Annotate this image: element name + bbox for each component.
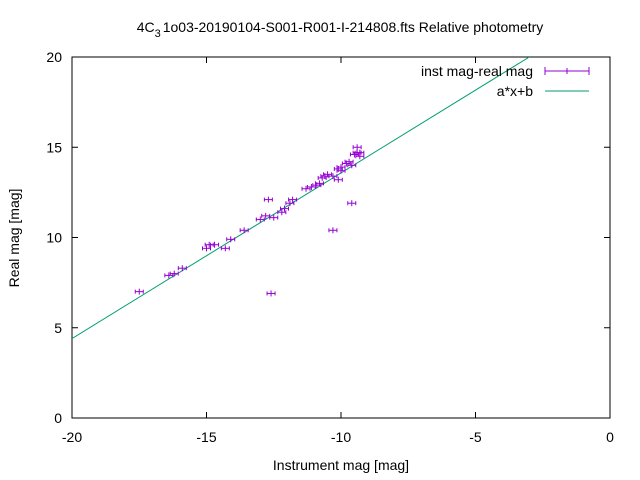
data-point: [177, 265, 187, 272]
data-point: [336, 167, 346, 174]
data-point: [314, 180, 324, 187]
data-point: [333, 176, 343, 183]
y-tick-label: 15: [46, 139, 62, 155]
y-axis-label: Real mag [mag]: [6, 189, 22, 288]
fit-line: [72, 57, 530, 340]
data-point: [220, 245, 230, 252]
data-point: [285, 200, 295, 207]
y-tick-label: 0: [54, 410, 62, 426]
data-point: [355, 153, 365, 160]
axis-ticks: [71, 56, 611, 419]
data-point: [202, 245, 211, 252]
data-point: [266, 290, 276, 297]
y-tick-label: 5: [54, 320, 62, 336]
x-tick-label: -15: [196, 429, 216, 445]
data-point: [169, 270, 179, 277]
data-point: [347, 200, 357, 207]
x-tick-label: 0: [606, 429, 614, 445]
data-point: [328, 173, 338, 180]
x-tick-label: -20: [62, 429, 82, 445]
data-point: [328, 227, 338, 234]
x-axis-label: Instrument mag [mag]: [273, 457, 409, 473]
data-point: [355, 149, 365, 156]
data-point: [280, 205, 290, 212]
data-point: [261, 212, 271, 219]
plot-frame: [71, 56, 611, 419]
data-point: [134, 288, 144, 295]
y-tick-label: 10: [46, 230, 62, 246]
legend-label-inst-mag: inst mag-real mag: [421, 63, 533, 79]
fit-line-layer: [72, 57, 530, 340]
data-point: [288, 196, 298, 203]
data-point: [344, 158, 354, 165]
data-point: [269, 214, 279, 221]
data-point: [239, 227, 249, 234]
data-point: [210, 241, 220, 248]
data-point: [352, 144, 362, 151]
data-points-layer: [134, 144, 365, 297]
x-tick-label: -5: [469, 429, 482, 445]
y-tick-label: 20: [46, 49, 62, 65]
chart-title: 4C3 1o03-20190104-S001-R001-I-214808.fts …: [137, 19, 544, 40]
data-point: [347, 162, 357, 169]
legend-label-fit-line: a*x+b: [497, 83, 533, 99]
data-point: [226, 236, 236, 243]
data-point: [263, 196, 273, 203]
data-point: [277, 209, 287, 216]
legend-errorbar-sample: [544, 67, 590, 75]
legend: inst mag-real mag a*x+b: [421, 63, 590, 99]
axis-tick-labels: -20 -15 -10 -5 0 0 5 10 15 20: [46, 49, 614, 445]
data-point: [255, 216, 265, 223]
x-tick-label: -10: [331, 429, 351, 445]
